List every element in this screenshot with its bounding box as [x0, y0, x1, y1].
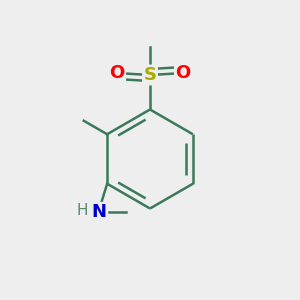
Text: O: O: [110, 64, 124, 82]
Text: O: O: [176, 64, 190, 82]
Text: N: N: [92, 203, 107, 221]
Text: S: S: [143, 66, 157, 84]
Text: H: H: [76, 203, 88, 218]
